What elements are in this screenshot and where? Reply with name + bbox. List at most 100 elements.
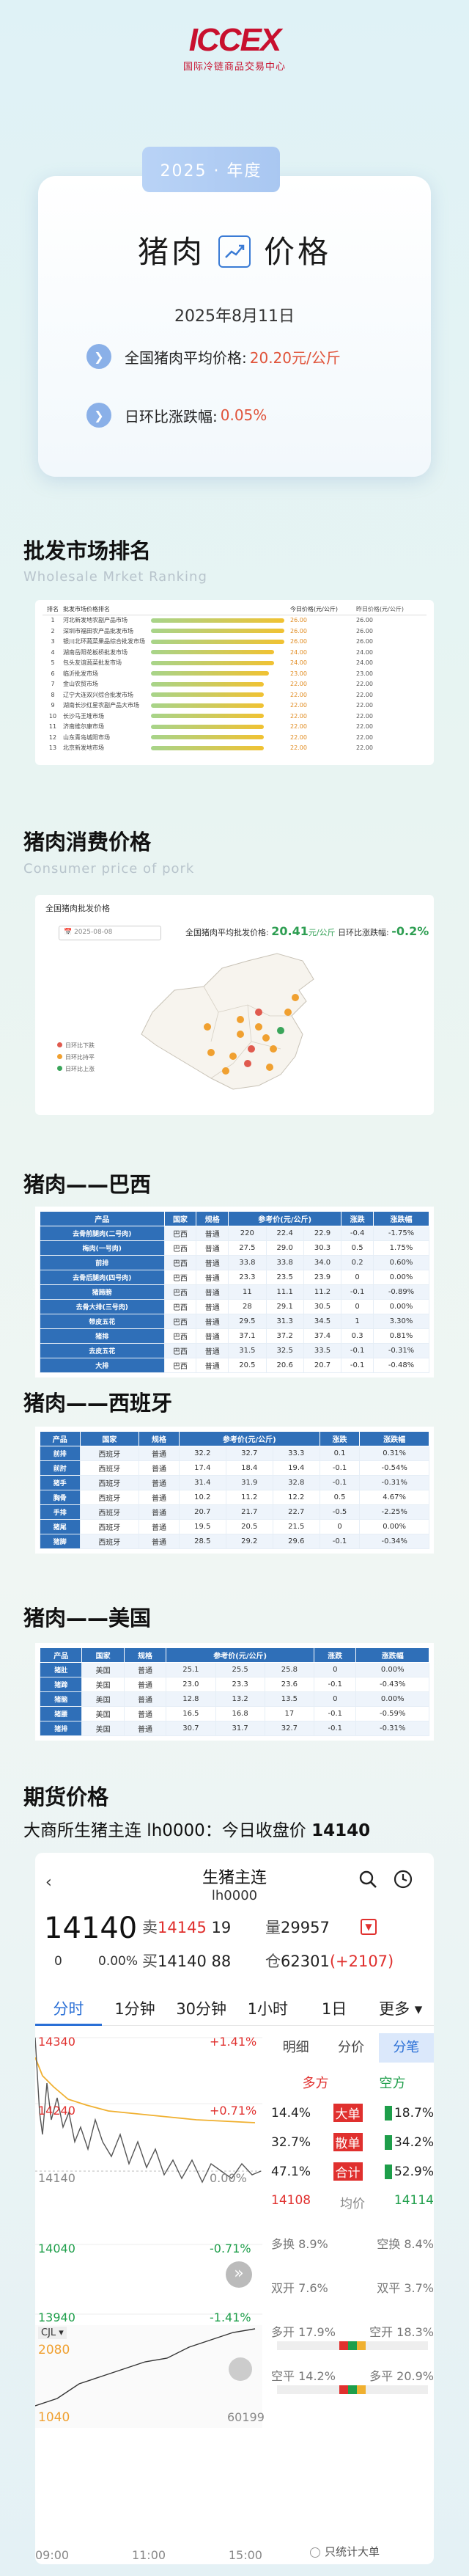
ranking-row: 13 北京新发地市场 22.00 22.00 xyxy=(43,743,426,754)
table-cell: 西班牙 xyxy=(79,1460,140,1476)
stat-row: 多换 8.9% 空换 8.4% xyxy=(271,2234,434,2252)
ranking-row: 8 辽宁大连双兴综合批发市场 22.00 22.00 xyxy=(43,689,426,700)
table-cell: 19.5 xyxy=(178,1519,226,1534)
table-row: 去骨前腿肉(二号肉) 巴西 普通 220 22.4 22.9 -0.4 -1.75% xyxy=(40,1226,429,1241)
table-cell: 普通 xyxy=(139,1519,180,1534)
table-header-row: 产品 国家 规格 参考价(元/公斤) 涨跌 涨跌幅 xyxy=(39,1647,429,1663)
table-row: 猪腰 美国 普通 16.5 16.8 17 -0.1 -0.59% xyxy=(39,1706,429,1721)
table-cell: 普通 xyxy=(196,1314,229,1329)
table-row: 猪手 西班牙 普通 31.4 31.9 32.8 -0.1 -0.31% xyxy=(40,1475,429,1490)
legend-label: 日环比持平 xyxy=(65,1054,95,1061)
rank-number: 9 xyxy=(51,702,55,709)
today-price: 22.00 xyxy=(290,691,307,698)
flow-row: 14.4% 大单 18.7% xyxy=(271,2104,434,2122)
today-price: 22.00 xyxy=(290,744,307,752)
time-label: 09:00 xyxy=(35,2548,70,2562)
side-tab[interactable]: 分价 xyxy=(337,2040,364,2055)
y-tick-left: 14140 xyxy=(38,2171,75,2185)
y-tick-right: 0.00% xyxy=(210,2171,247,2185)
ranking-row: 11 济南维尔康市场 22.00 22.00 xyxy=(43,722,426,733)
y-tick-left: 14040 xyxy=(38,2242,75,2255)
float-button[interactable] xyxy=(35,2264,57,2286)
back-arrow-icon[interactable]: ‹ xyxy=(45,1873,52,1892)
brazil-title: 猪肉——巴西 xyxy=(23,1172,152,1197)
table-cell: 16.8 xyxy=(215,1706,265,1721)
prev-price: 26.00 xyxy=(356,638,373,645)
chart-tab[interactable]: 1小时 xyxy=(247,1999,289,2018)
table-cell: 32.8 xyxy=(272,1475,320,1490)
table-cell: -0.1 xyxy=(341,1343,374,1358)
table-row: 胸骨 西班牙 普通 10.2 11.2 12.2 0.5 4.67% xyxy=(40,1490,429,1505)
table-row: 去骨大排(三号肉) 巴西 普通 28 29.1 30.5 0 0.00% xyxy=(40,1299,429,1314)
indicator-select[interactable]: CJL ▾ xyxy=(38,2327,67,2339)
consumer-title: 猪肉消费价格 xyxy=(23,830,152,855)
table-cell: 美国 xyxy=(81,1677,125,1692)
table-cell: 33.8 xyxy=(228,1255,267,1270)
chevron-right-icon: ❯ xyxy=(86,403,111,428)
avg-price-value: 20.20元/公斤 xyxy=(249,348,341,367)
prev-price: 23.00 xyxy=(356,670,373,677)
product-cell: 手排 xyxy=(40,1504,81,1520)
table-cell: 34.0 xyxy=(303,1255,342,1270)
table-cell: 10.2 xyxy=(178,1490,226,1505)
chevron-down-icon[interactable]: ▼ xyxy=(361,1919,377,1935)
y-tick-right: +0.71% xyxy=(210,2104,257,2118)
table-cell: 美国 xyxy=(81,1721,125,1736)
table-cell: 29.1 xyxy=(265,1299,304,1314)
flow-header: 多方 空方 xyxy=(277,2073,431,2092)
today-price: 26.00 xyxy=(290,617,307,624)
date-picker[interactable]: 📅 2025-08-08 xyxy=(59,926,161,940)
product-cell: 猪蹄 xyxy=(39,1677,83,1692)
col-header: 国家 xyxy=(79,1431,140,1446)
last-price: 14140 xyxy=(44,1911,138,1945)
product-cell: 猪排 xyxy=(40,1328,165,1344)
stat-left: 双开 7.6% xyxy=(271,2281,328,2295)
price-change: 0 xyxy=(54,1954,62,1969)
col-header: 规格 xyxy=(123,1647,167,1663)
table-cell: 13.5 xyxy=(264,1691,315,1707)
chart-tab[interactable]: 1分钟 xyxy=(114,1999,155,2018)
table-cell: 11.2 xyxy=(225,1490,273,1505)
table-cell: 4.67% xyxy=(359,1490,429,1505)
double-chevron-right-icon[interactable]: » xyxy=(226,2261,252,2288)
prev-price: 22.00 xyxy=(356,744,373,752)
futures-close-value: 14140 xyxy=(311,1821,371,1840)
chart-tab[interactable]: 分时 xyxy=(35,1994,102,2026)
table-cell: 23.9 xyxy=(303,1270,342,1285)
flow-long: 32.7% xyxy=(271,2134,311,2150)
today-price: 22.00 xyxy=(290,733,307,741)
today-price: 26.00 xyxy=(290,638,307,645)
stat-row: 双开 7.6% 双平 3.7% xyxy=(271,2278,434,2296)
table-cell: 21.5 xyxy=(272,1519,320,1534)
side-tabs: 明细 分价 分笔 xyxy=(268,2033,434,2063)
wholesale-subtitle: Wholesale Mrket Ranking xyxy=(23,569,207,585)
ranking-body: 1 河北新发地农副产品市场 26.00 26.00 2 深圳市福田农产品批发市场 … xyxy=(43,615,426,754)
table-cell: 29.2 xyxy=(225,1534,273,1549)
table-cell: 0.00% xyxy=(373,1299,429,1314)
big-order-toggle[interactable]: 只统计大单 xyxy=(310,2544,380,2559)
prev-price: 22.00 xyxy=(356,691,373,698)
price-bar xyxy=(151,714,290,719)
volume-label: 量 xyxy=(265,1919,281,1936)
y-tick-right: -0.71% xyxy=(210,2242,251,2255)
map-markers xyxy=(204,994,299,1075)
flow-long: 14.4% xyxy=(271,2105,311,2121)
table-cell: 0.5 xyxy=(319,1490,361,1505)
prev-price: 22.00 xyxy=(356,733,373,741)
search-icon[interactable] xyxy=(358,1869,378,1892)
side-tab[interactable]: 分笔 xyxy=(378,2033,434,2063)
ranking-row: 7 金山农贸市场 22.00 22.00 xyxy=(43,679,426,690)
product-cell: 带皮五花 xyxy=(40,1314,165,1329)
table-row: 前排 巴西 普通 33.8 33.8 34.0 0.2 0.60% xyxy=(40,1255,429,1270)
side-tab[interactable]: 明细 xyxy=(282,2040,309,2055)
chart-tab[interactable]: 30分钟 xyxy=(176,1999,227,2018)
vol-axis-top: 2080 xyxy=(38,2343,70,2357)
table-cell: 0 xyxy=(341,1270,374,1285)
map-avg-value: 20.41 xyxy=(271,924,309,938)
oi-value: 62301 xyxy=(281,1953,330,1970)
chart-tab[interactable]: 1日 xyxy=(321,1999,347,2018)
product-cell: 去骨前腿肉(二号肉) xyxy=(40,1226,165,1241)
clock-icon[interactable] xyxy=(393,1869,413,1892)
chart-tab[interactable]: 更多 ▾ xyxy=(379,1999,423,2018)
prev-price: 22.00 xyxy=(356,723,373,731)
